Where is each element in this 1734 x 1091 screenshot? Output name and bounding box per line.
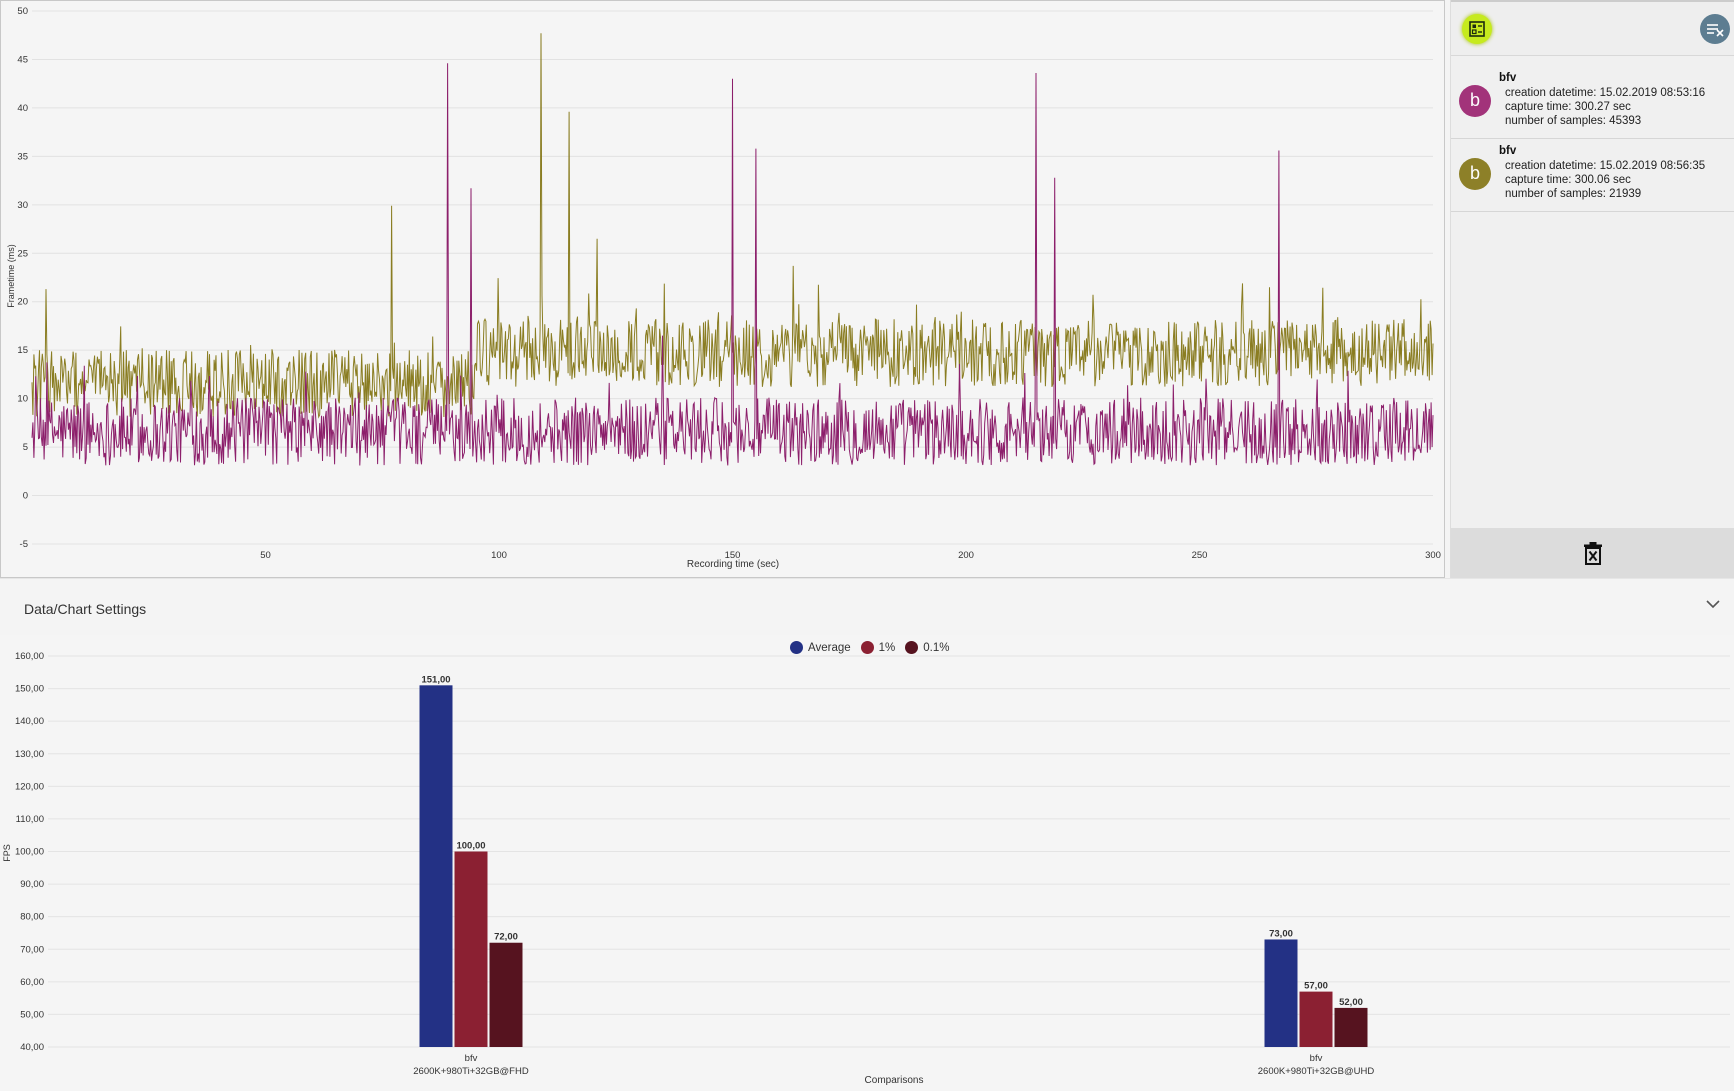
frametime-series-line[interactable] (31, 33, 1434, 419)
bar-y-tick-label: 130,00 (15, 749, 44, 760)
bar-average[interactable] (419, 685, 453, 1047)
comparison-bar-chart-panel[interactable]: Average 1% 0.1% 160,00 150,00 140,00 130,00… (0, 635, 1734, 1091)
bar-value-label: 151,00 (421, 674, 450, 685)
x-tick-label: 100 (491, 550, 507, 561)
bar-y-tick-label: 40,00 (20, 1042, 44, 1053)
record-creation-datetime: creation datetime: 15.02.2019 08:53:16 (1505, 87, 1706, 99)
bar-value-label: 100,00 (456, 841, 485, 852)
y-tick-label: 25 (17, 248, 28, 259)
category-sublabel: 2600K+980Ti+32GB@FHD (413, 1066, 529, 1077)
category-sublabel: 2600K+980Ti+32GB@UHD (1258, 1066, 1375, 1077)
record-list-panel: b bfv creation datetime: 15.02.2019 08:5… (1450, 0, 1734, 578)
bar-0-1pct[interactable] (1334, 1007, 1368, 1047)
legend-label: 1% (878, 641, 896, 654)
legend-swatch (790, 641, 803, 654)
x-tick-label: 250 (1192, 550, 1208, 561)
settings-title: Data/Chart Settings (24, 601, 147, 617)
chevron-down-icon[interactable] (1706, 599, 1720, 609)
y-axis-label: Frametime (ms) (6, 244, 16, 308)
y-tick-label: 40 (17, 103, 28, 114)
y-tick-label: 50 (17, 6, 28, 17)
bar-0-1pct[interactable] (489, 942, 523, 1047)
clear-list-button[interactable] (1700, 14, 1730, 44)
y-tick-label: 5 (23, 442, 28, 453)
bar-y-tick-label: 140,00 (15, 716, 44, 727)
select-records-button[interactable] (1462, 14, 1492, 44)
bar-y-axis-label: FPS (2, 844, 12, 862)
bar-y-tick-label: 100,00 (15, 847, 44, 858)
record-creation-datetime: creation datetime: 15.02.2019 08:56:35 (1505, 160, 1706, 172)
category-label: bfv (465, 1053, 478, 1064)
x-tick-label: 50 (260, 550, 271, 561)
list-select-icon (1469, 21, 1485, 37)
legend-swatch (905, 641, 919, 654)
bar-1pct[interactable] (1299, 991, 1333, 1047)
bar-x-axis-label: Comparisons (865, 1075, 924, 1086)
x-tick-label: 150 (725, 550, 741, 561)
legend-item-0-1-percent[interactable]: 0.1% (905, 641, 949, 654)
category-label: bfv (1310, 1053, 1323, 1064)
y-tick-label: 15 (17, 345, 28, 356)
legend-swatch (860, 641, 874, 654)
clear-list-icon (1707, 24, 1724, 37)
bar-average[interactable] (1264, 939, 1298, 1047)
legend-label: 0.1% (923, 641, 950, 654)
x-tick-label: 200 (958, 550, 974, 561)
record-list-toolbar (1451, 0, 1734, 56)
record-avatar: b (1459, 85, 1491, 117)
record-name: bfv (1499, 72, 1517, 84)
record-name: bfv (1499, 145, 1517, 157)
bar-y-tick-label: 60,00 (20, 977, 44, 988)
delete-records-icon[interactable] (1583, 541, 1603, 565)
bar-value-label: 73,00 (1269, 928, 1293, 939)
bar-y-tick-label: 80,00 (20, 912, 44, 923)
bar-y-tick-label: 50,00 (20, 1009, 44, 1020)
frametime-series-line[interactable] (31, 63, 1434, 466)
bar-y-tick-label: 150,00 (15, 684, 44, 695)
y-tick-label: 35 (17, 151, 28, 162)
x-tick-label: 300 (1425, 550, 1441, 561)
record-avatar: b (1459, 158, 1491, 190)
record-capture-time: capture time: 300.06 sec (1505, 174, 1631, 186)
bar-y-tick-label: 90,00 (20, 879, 44, 890)
record-sample-count: number of samples: 45393 (1505, 115, 1642, 127)
data-chart-settings-header[interactable]: Data/Chart Settings (0, 578, 1734, 635)
y-tick-label: -5 (20, 539, 28, 550)
bar-y-tick-label: 110,00 (16, 814, 44, 825)
bar-value-label: 52,00 (1339, 997, 1363, 1008)
bar-1pct[interactable] (454, 851, 488, 1048)
record-sample-count: number of samples: 21939 (1505, 188, 1642, 200)
frametime-chart-panel[interactable]: 50 45 40 35 30 25 20 15 10 5 0 -5 50 100 150 200 250 300… (0, 0, 1445, 578)
bar-value-label: 57,00 (1304, 981, 1328, 992)
record-capture-time: capture time: 300.27 sec (1505, 101, 1631, 113)
y-tick-label: 20 (17, 297, 28, 308)
bar-y-tick-label: 120,00 (15, 781, 44, 792)
record-item[interactable]: b bfv creation datetime: 15.02.2019 08:5… (1451, 140, 1734, 212)
y-tick-label: 30 (17, 200, 28, 211)
legend-item-1-percent[interactable]: 1% (860, 641, 896, 654)
record-item[interactable]: b bfv creation datetime: 15.02.2019 08:5… (1451, 67, 1734, 139)
delete-records-bar (1451, 528, 1734, 578)
bar-y-tick-label: 160,00 (15, 651, 44, 662)
y-tick-label: 0 (23, 491, 28, 502)
comparison-bar-chart[interactable]: 160,00 150,00 140,00 130,00 120,00 110,00 100,… (0, 635, 1734, 1091)
bar-y-tick-label: 70,00 (20, 944, 44, 955)
chart-legend: Average 1% 0.1% (790, 641, 959, 654)
legend-item-average[interactable]: Average (790, 641, 851, 654)
y-tick-label: 45 (17, 54, 28, 65)
x-axis-label: Recording time (sec) (687, 559, 779, 570)
y-tick-label: 10 (17, 394, 28, 405)
legend-label: Average (808, 641, 851, 654)
bar-value-label: 72,00 (494, 932, 518, 943)
